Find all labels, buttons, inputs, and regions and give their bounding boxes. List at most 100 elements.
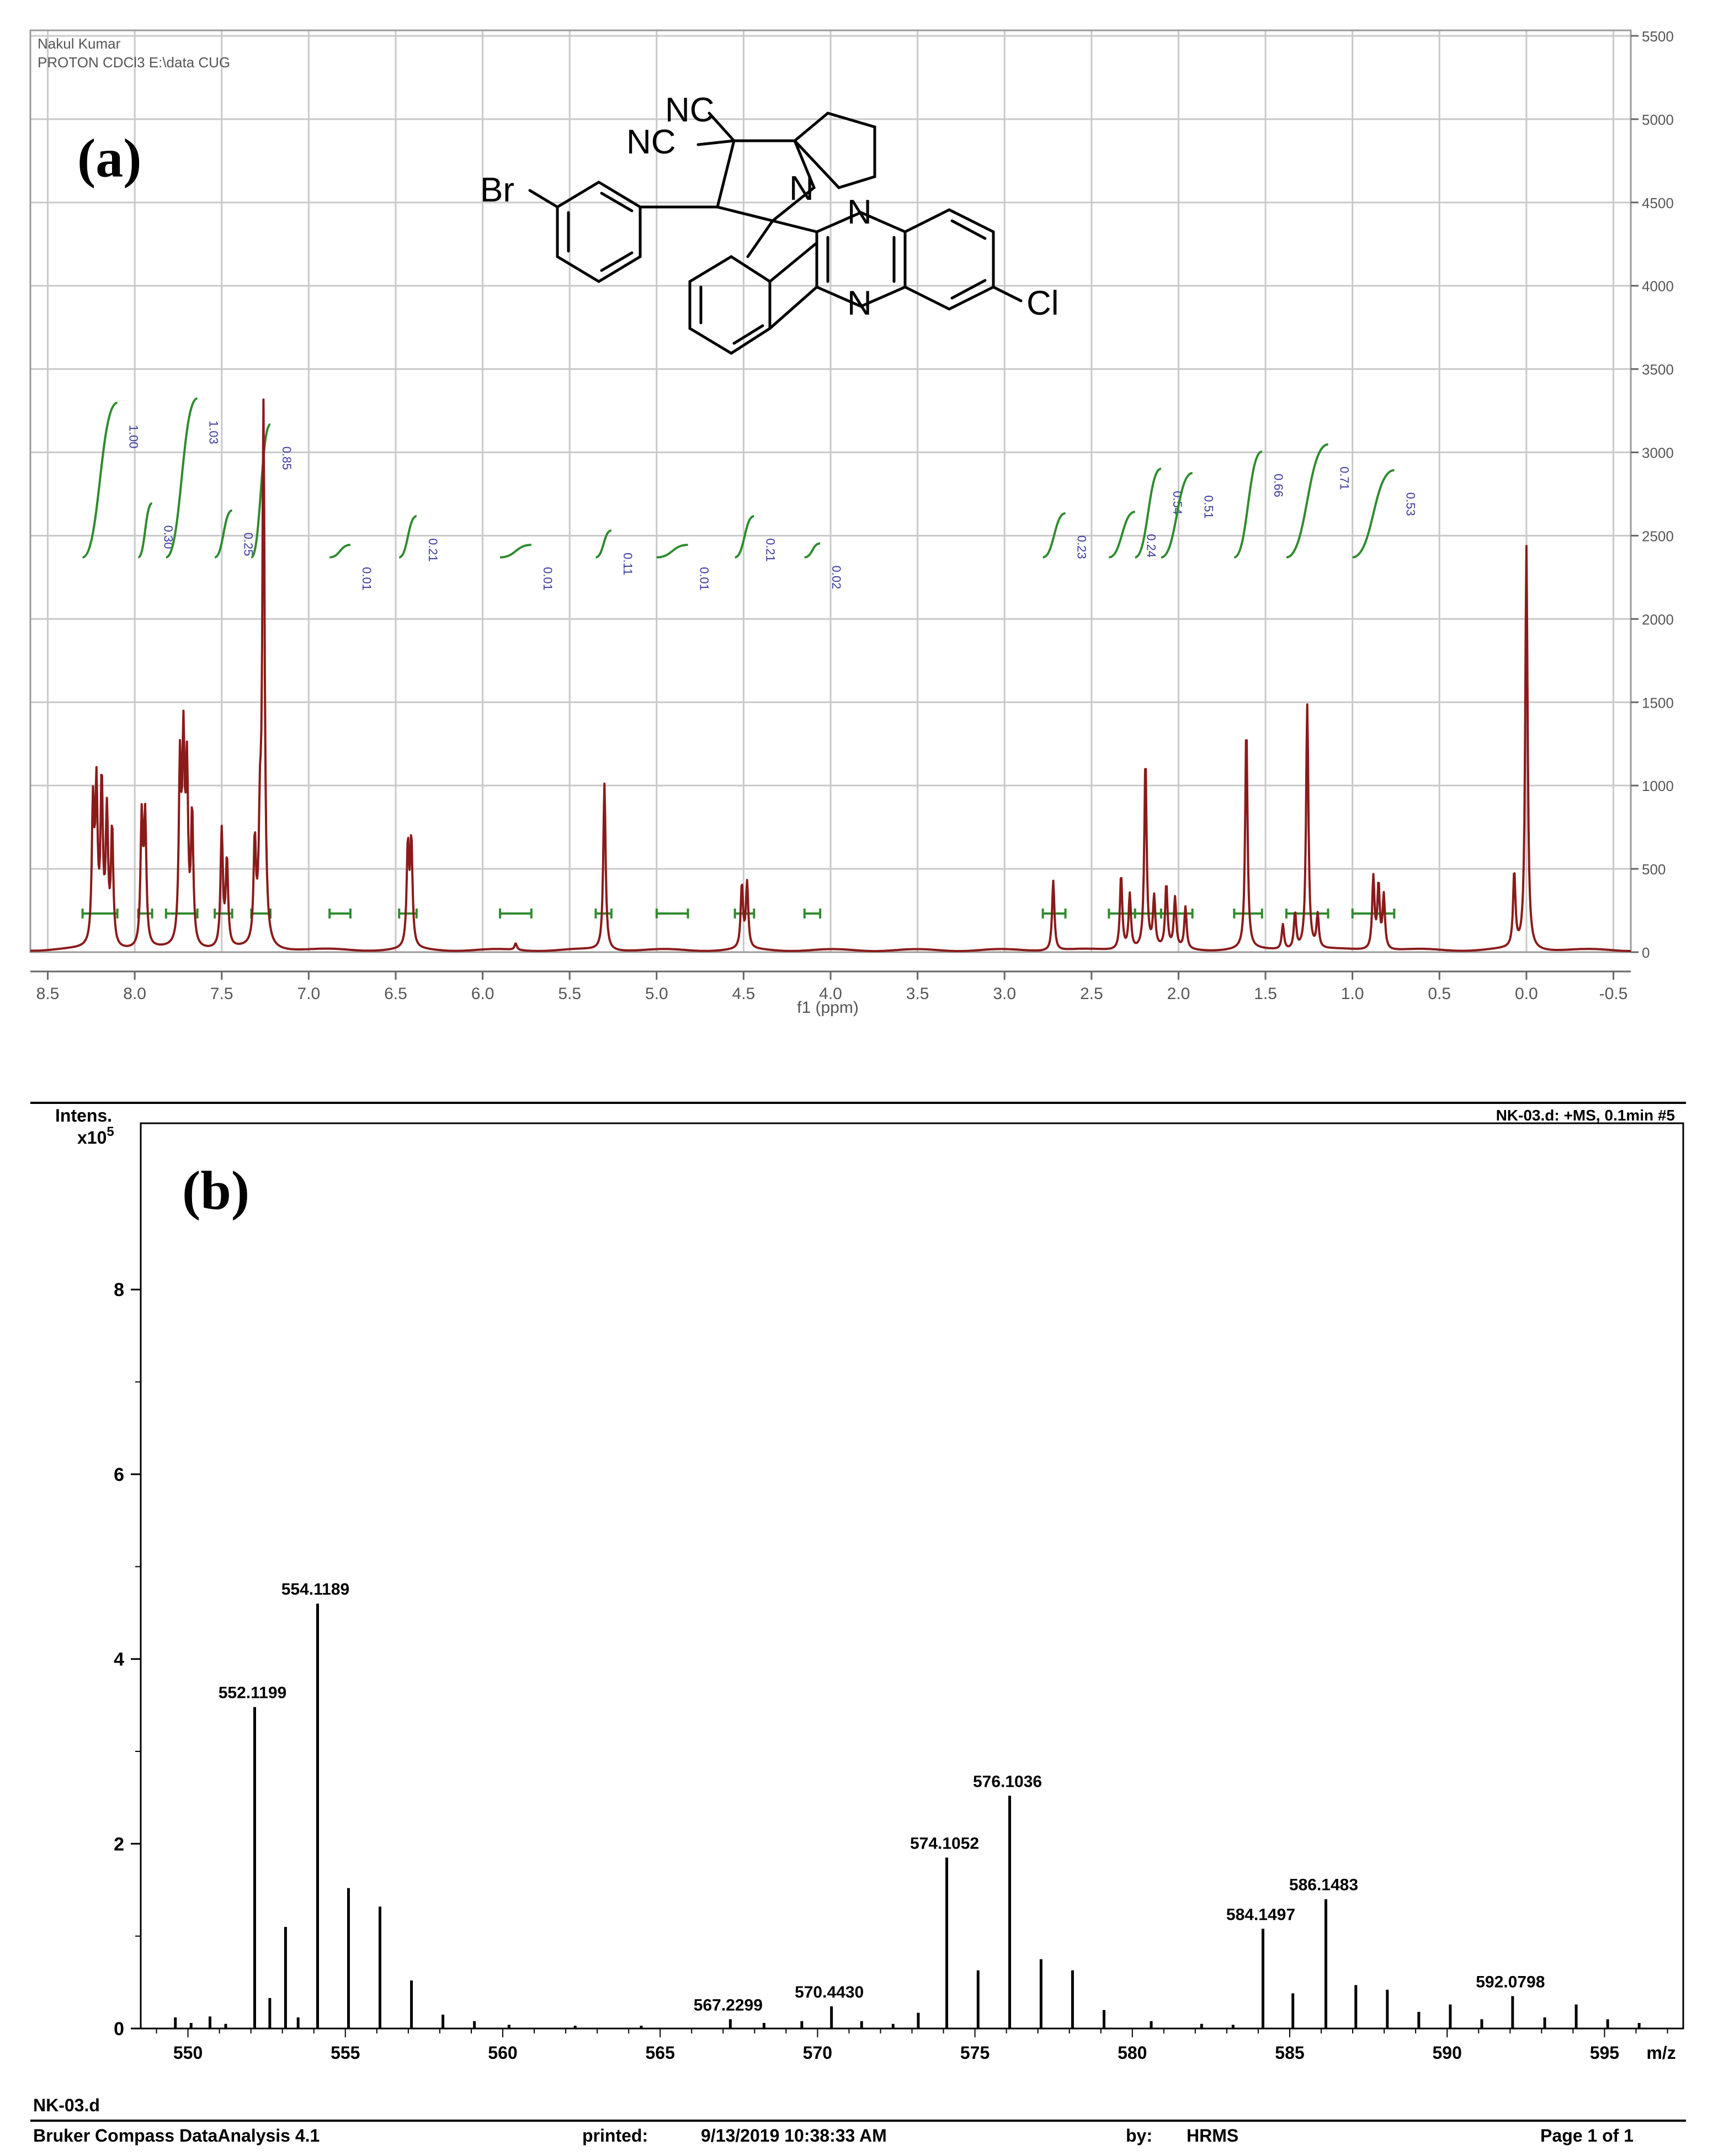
nmr-integral-value: 0.24 xyxy=(1145,534,1158,557)
ms-y-multiplier: x105 xyxy=(77,1124,114,1148)
nmr-integrals: 1.000.301.030.250.850.010.210.010.110.01… xyxy=(81,397,1417,918)
ms-x-tick-label: 590 xyxy=(1432,2043,1461,2063)
ms-y-tick-label: 8 xyxy=(114,1279,124,1300)
nmr-integral-value: 0.85 xyxy=(280,447,294,470)
nmr-x-tick-label: 2.0 xyxy=(1167,985,1190,1003)
nmr-integral-value: 0.66 xyxy=(1272,474,1285,497)
nmr-y-tick-label: 0 xyxy=(1642,944,1650,961)
nmr-integral-range-cap xyxy=(398,909,418,918)
ms-spectrum-chart: Intens. x105 NK-03.d: +MS, 0.1min #5 (b)… xyxy=(30,1102,1686,2146)
ms-footer-page: Page 1 of 1 xyxy=(1540,2126,1634,2146)
panel-b-label: (b) xyxy=(182,1160,249,1221)
nmr-y-tick-label: 3000 xyxy=(1642,445,1674,461)
nmr-integral-range-cap xyxy=(594,909,613,918)
nmr-x-tick-label: 5.0 xyxy=(645,985,668,1003)
nmr-integral-value: 0.23 xyxy=(1075,535,1089,559)
nmr-integral-curve xyxy=(595,529,612,559)
ms-footer-by-label: by: xyxy=(1126,2126,1152,2146)
ms-footer-printed-label: printed: xyxy=(582,2126,648,2146)
nmr-integral-range-cap xyxy=(328,909,352,918)
nmr-header-line2: PROTON CDCl3 E:\data CUG xyxy=(38,54,230,71)
nmr-x-tick-label: 3.5 xyxy=(906,985,929,1003)
ms-y-axis: 0 2 4 6 8 xyxy=(114,1279,141,2040)
structure-label-nc-left: NC xyxy=(626,123,676,161)
ms-y-tick-label: 6 xyxy=(114,1464,124,1485)
nmr-integral-curve xyxy=(398,515,417,559)
nmr-integral-value: 0.71 xyxy=(1338,466,1352,490)
ms-footer-file: NK-03.d xyxy=(33,2095,100,2115)
ms-x-axis-label: m/z xyxy=(1646,2043,1676,2063)
nmr-integral-curve xyxy=(250,423,272,559)
nmr-y-tick-label: 1500 xyxy=(1642,694,1674,711)
nmr-x-tick-label: 2.5 xyxy=(1080,985,1103,1003)
nmr-integral-curve xyxy=(656,544,688,559)
ms-peaks xyxy=(174,1603,1641,2028)
nmr-x-tick-label: -0.5 xyxy=(1599,985,1628,1003)
structure-labels: NC NC Br N N N Cl xyxy=(480,91,1059,322)
nmr-integral-range-cap xyxy=(733,909,756,918)
ms-y-axis-label: Intens. xyxy=(55,1106,112,1125)
nmr-integral-range-cap xyxy=(1351,909,1396,918)
nmr-x-axis-label: f1 (ppm) xyxy=(797,999,859,1017)
nmr-integral-range-cap xyxy=(1285,909,1329,918)
nmr-integral-range-cap xyxy=(1041,909,1067,918)
nmr-integral-range-cap xyxy=(499,909,533,918)
ms-x-tick-label: 585 xyxy=(1275,2043,1304,2063)
nmr-y-tick-label: 4500 xyxy=(1642,195,1674,211)
nmr-integral-value: 1.03 xyxy=(207,421,221,444)
nmr-integral-value: 0.01 xyxy=(360,567,374,591)
ms-x-axis: 550 555 560 565 570 575 580 585 590 595 xyxy=(156,2028,1668,2063)
ms-x-tick-label: 570 xyxy=(803,2043,832,2063)
nmr-integral-range-cap xyxy=(164,909,199,918)
nmr-x-tick-label: 7.5 xyxy=(210,985,233,1003)
nmr-y-tick-label: 500 xyxy=(1642,861,1666,878)
ms-peak-labels: 552.1199 554.1189 567.2299 570.4430 574.1052… xyxy=(219,1580,1545,2014)
nmr-integral-curve xyxy=(734,515,755,559)
ms-y-tick-label: 0 xyxy=(114,2019,124,2040)
nmr-y-tick-label: 5000 xyxy=(1642,111,1674,128)
nmr-integral-range-cap xyxy=(214,909,233,918)
ms-panel: Intens. x105 NK-03.d: +MS, 0.1min #5 (b)… xyxy=(0,1093,1718,2153)
nmr-y-tick-label: 4000 xyxy=(1642,278,1674,295)
nmr-integral-curve xyxy=(1161,472,1193,559)
nmr-integral-range-cap xyxy=(1159,909,1194,918)
nmr-integral-value: 0.02 xyxy=(829,565,843,589)
nmr-integral-curve xyxy=(1286,443,1329,559)
ms-x-tick-label: 550 xyxy=(173,2043,203,2063)
nmr-integral-curve xyxy=(804,542,821,559)
structure-label-n-bottom: N xyxy=(847,284,872,322)
ms-peak-label: 570.4430 xyxy=(795,1983,864,2001)
nmr-x-tick-label: 3.0 xyxy=(993,985,1016,1003)
nmr-y-tick-label: 2500 xyxy=(1642,528,1674,544)
ms-x-tick-label: 595 xyxy=(1590,2043,1619,2063)
structure-label-cl: Cl xyxy=(1026,284,1059,322)
nmr-panel: 1.00 0.30 1.03 0.25 0.85 0.01 0.21 0.01 0.11 0.01… xyxy=(0,0,1718,1038)
nmr-integral-curve xyxy=(329,544,351,559)
nmr-integral-value: 0.25 xyxy=(242,533,256,556)
nmr-x-tick-label: 8.5 xyxy=(36,985,60,1003)
nmr-x-tick-label: 0.0 xyxy=(1515,985,1538,1003)
nmr-integral-curve xyxy=(1042,512,1066,559)
ms-peak-label: 574.1052 xyxy=(910,1834,979,1852)
nmr-x-tick-label: 5.5 xyxy=(558,985,581,1003)
chemical-structure xyxy=(528,111,1023,355)
ms-x-tick-label: 580 xyxy=(1118,2043,1147,2063)
nmr-x-tick-label: 0.5 xyxy=(1428,985,1451,1003)
ms-peak-label: 554.1189 xyxy=(281,1580,349,1599)
nmr-integral-curve xyxy=(1352,469,1395,559)
nmr-integral-curve xyxy=(1233,450,1263,559)
ms-peak-label: 586.1483 xyxy=(1289,1876,1358,1894)
ms-y-tick-label: 4 xyxy=(114,1649,124,1670)
nmr-x-tick-label: 6.5 xyxy=(384,985,407,1003)
nmr-grid xyxy=(30,30,1631,953)
structure-label-nc-top: NC xyxy=(665,91,715,129)
nmr-x-tick-label: 1.0 xyxy=(1341,985,1364,1003)
structure-label-n-top: N xyxy=(847,193,872,231)
nmr-x-tick-label: 4.0 xyxy=(819,985,842,1003)
nmr-x-tick-label: 8.0 xyxy=(123,985,146,1003)
ms-peak-label: 567.2299 xyxy=(694,1996,763,2014)
nmr-y-tick-label: 1000 xyxy=(1642,778,1674,794)
nmr-x-axis: 8.5 8.0 7.5 7.0 6.5 6.0 5.5 5.0 4.5 4.0 3.5 3.0 2.5 2… xyxy=(30,970,1631,1003)
ms-footer-printed-value: 9/13/2019 10:38:33 AM xyxy=(701,2126,887,2146)
ms-y-multiplier-base: x10 xyxy=(77,1128,107,1148)
